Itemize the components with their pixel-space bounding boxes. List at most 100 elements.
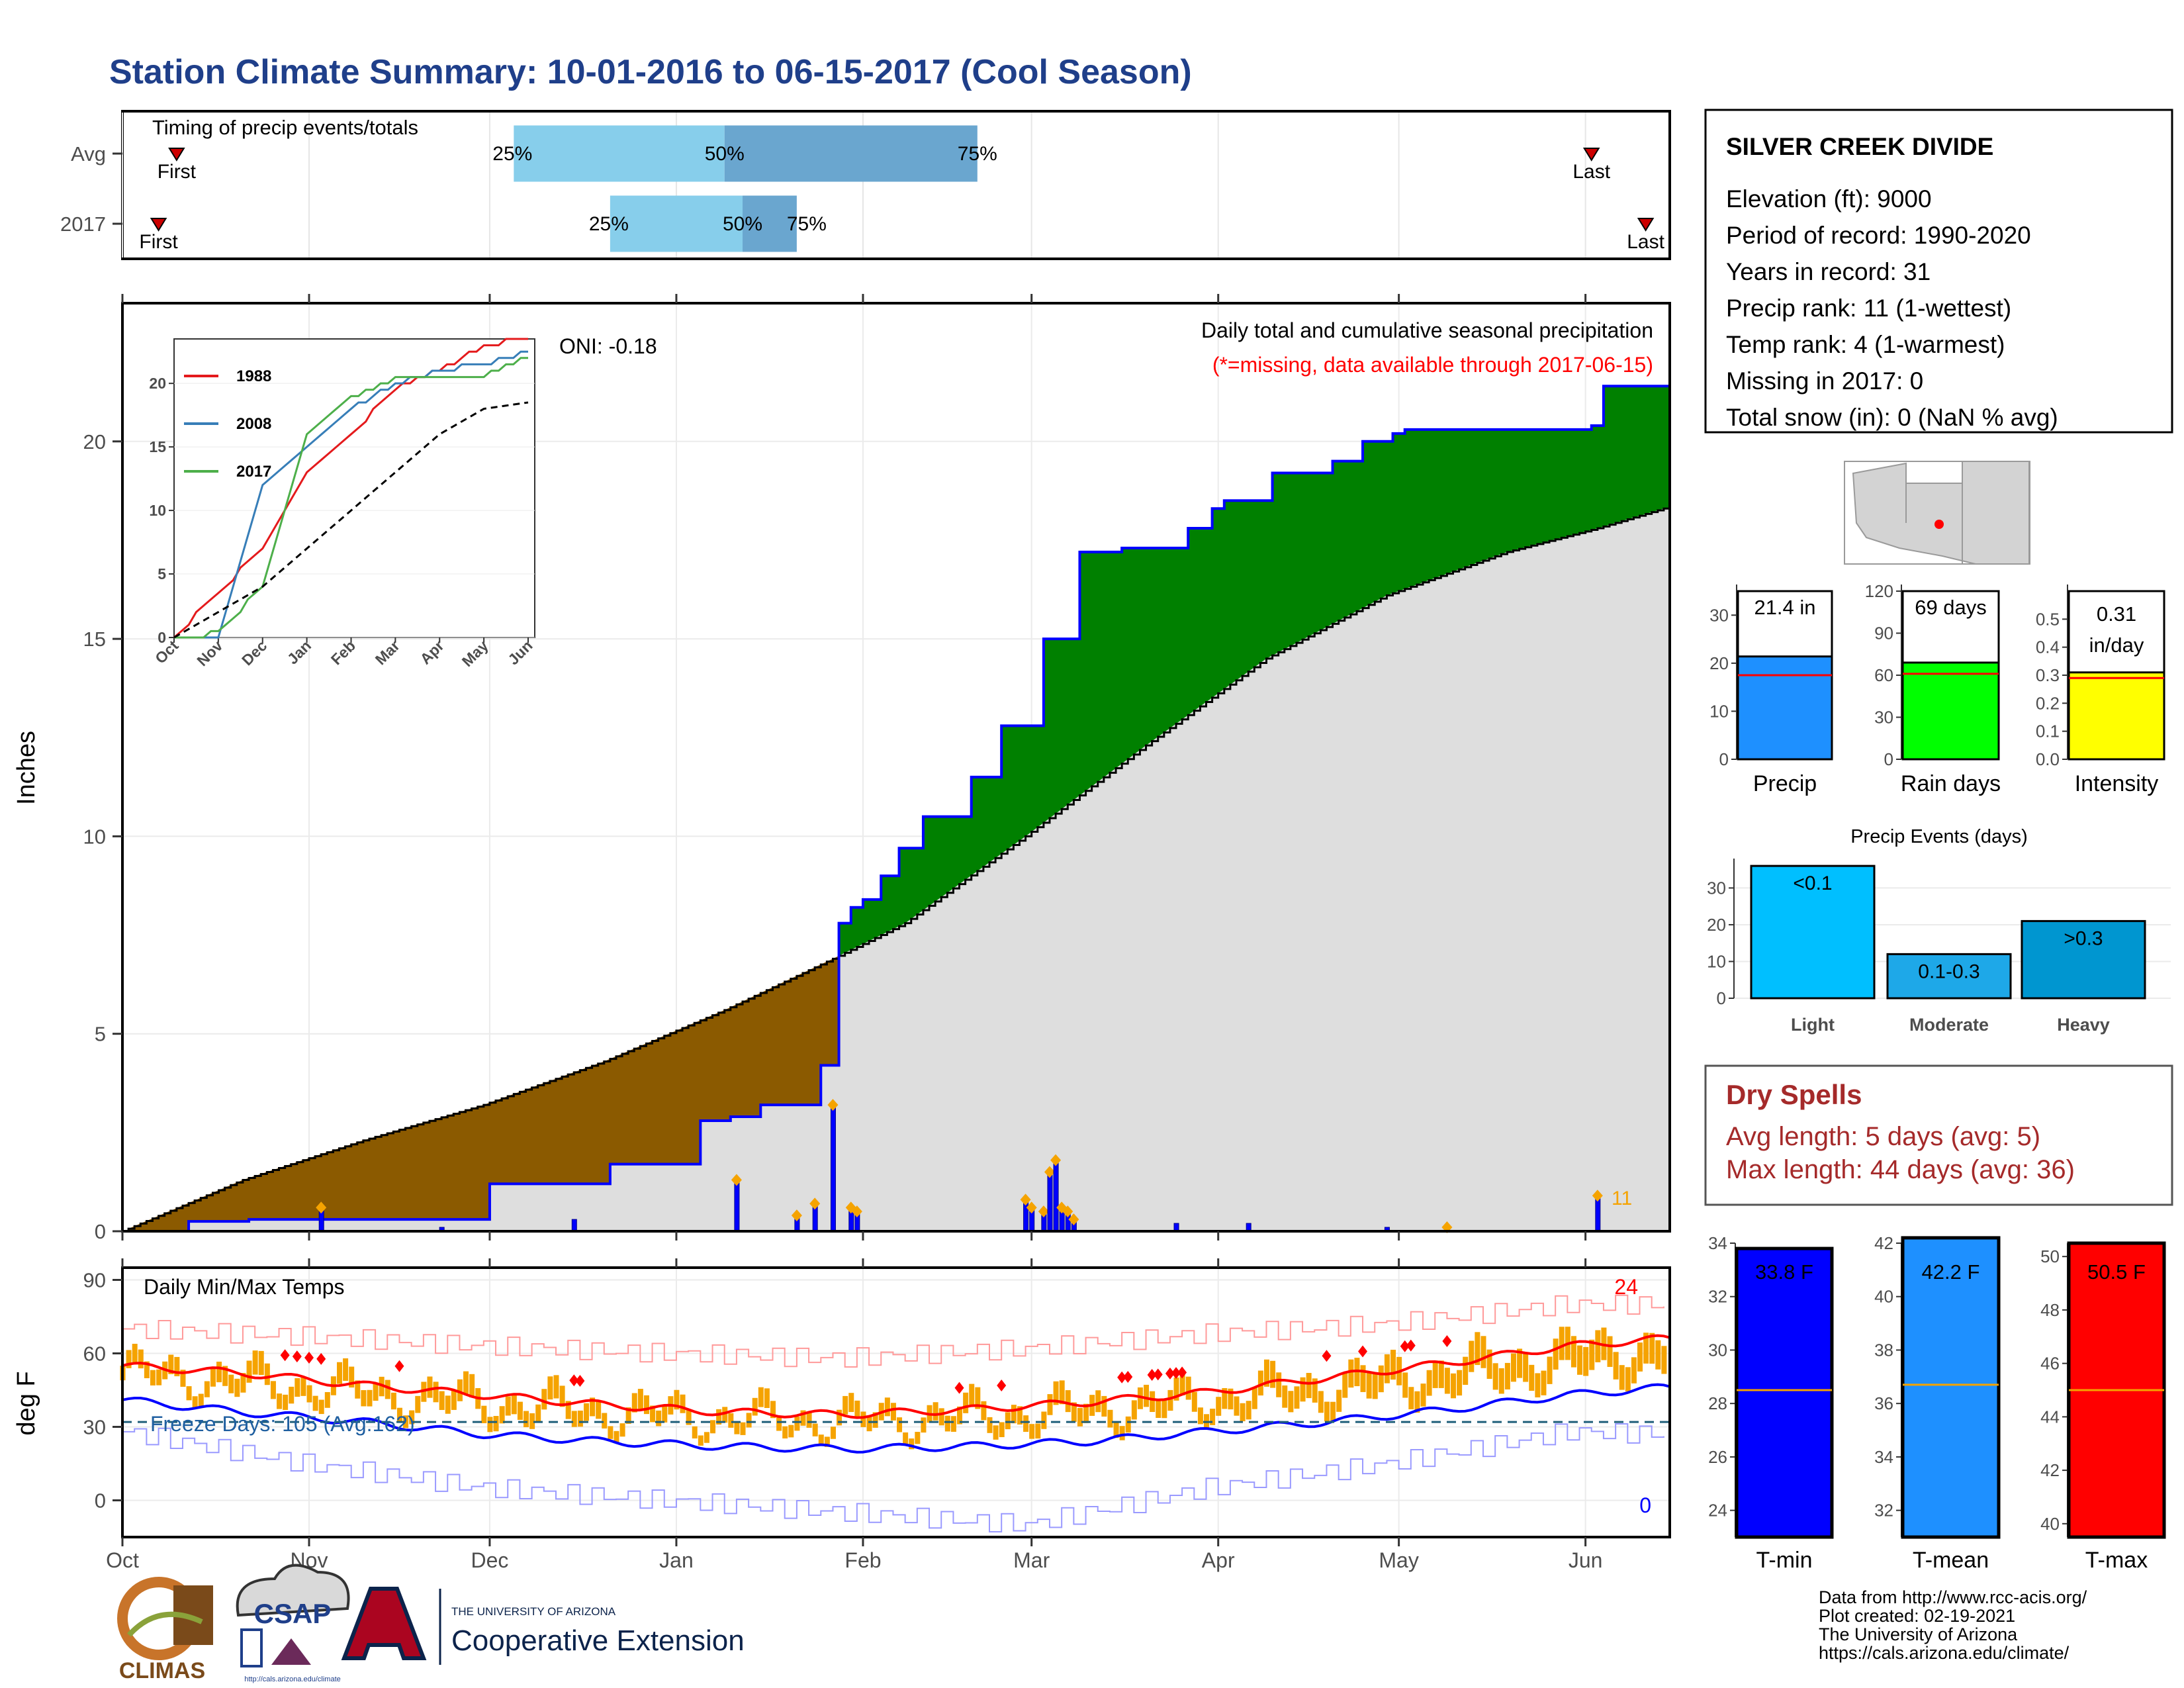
- daily-temp-range-bar: [1649, 1333, 1655, 1364]
- daily-temp-range-bar: [1498, 1368, 1504, 1394]
- daily-temp-range-bar: [698, 1435, 704, 1446]
- summary-bar-value: 21.4 in: [1754, 596, 1815, 619]
- daily-temp-range-bar: [583, 1403, 589, 1421]
- event-bar-label: >0.3: [2064, 927, 2103, 949]
- daily-temp-range-bar: [1559, 1327, 1565, 1360]
- average-min-line: [122, 1383, 1670, 1454]
- daily-temp-range-bar: [674, 1389, 680, 1410]
- daily-temp-range-bar: [517, 1401, 523, 1420]
- month-tick-label: May: [1379, 1548, 1418, 1572]
- daily-temp-range-bar: [602, 1413, 608, 1429]
- bar-tick-label: 10: [1709, 701, 1729, 721]
- daily-temp-range-bar: [385, 1380, 390, 1399]
- daily-temp-range-bar: [1625, 1367, 1631, 1391]
- daily-temp-range-bar: [523, 1411, 529, 1428]
- daily-temp-range-bar: [1101, 1395, 1107, 1417]
- daily-temp-range-bar: [451, 1390, 457, 1410]
- daily-temp-range-bar: [686, 1409, 692, 1425]
- event-category-label: Light: [1791, 1015, 1835, 1035]
- inset-series-line: [174, 357, 528, 639]
- record-high-marker: [1322, 1350, 1332, 1362]
- daily-temp-range-bar: [258, 1350, 264, 1376]
- precip-rank-marker: [1062, 1205, 1073, 1218]
- events-tick-label: 30: [1707, 878, 1726, 898]
- temp-bar-tick-label: 44: [2040, 1407, 2060, 1427]
- daily-temp-range-bar: [794, 1417, 800, 1431]
- month-tick-label: Mar: [1013, 1548, 1050, 1572]
- daily-temp-range-bar: [240, 1373, 246, 1393]
- daily-temp-range-bar: [1053, 1381, 1059, 1405]
- daily-temp-range-bar: [312, 1395, 318, 1411]
- record-high-marker: [1165, 1367, 1175, 1380]
- record-low-count: 0: [1639, 1493, 1651, 1517]
- temp-bar-tick-label: 48: [2040, 1300, 2060, 1320]
- dry-spells-title: Dry Spells: [1726, 1079, 1862, 1110]
- daily-temp-range-bar: [300, 1377, 306, 1396]
- daily-temp-range-bar: [1017, 1406, 1023, 1425]
- inset-legend-label: 1988: [236, 367, 271, 385]
- precip-panel: 0 5 10 15 20 Inches Daily total and cumulati…: [13, 294, 1671, 1243]
- daily-temp-range-bar: [1348, 1359, 1354, 1388]
- average-max-line: [122, 1334, 1670, 1419]
- precip-plot: [122, 385, 1670, 1234]
- daily-temp-range-bar: [921, 1417, 927, 1433]
- daily-temp-range-bar: [848, 1393, 854, 1413]
- daily-temp-range-bar: [643, 1395, 649, 1415]
- daily-temp-range-bar: [631, 1393, 637, 1413]
- csap-logo[interactable]: CSAP http://cals.arizona.edu/climate: [236, 1564, 350, 1683]
- surplus-area: [839, 386, 1670, 956]
- event-bar-label: <0.1: [1793, 872, 1832, 894]
- climas-logo-text: CLIMAS: [119, 1658, 205, 1683]
- daily-temp-range-bar: [692, 1426, 698, 1439]
- daily-temp-range-bar: [1661, 1346, 1667, 1374]
- bar-tick-label: 0.5: [2036, 609, 2060, 629]
- inset-series-line: [174, 350, 528, 639]
- temps-ylabel: deg F: [13, 1371, 40, 1435]
- timing-rows: Avg 25% 50% 75% First Last 2017 25% 50% 75% First L…: [60, 125, 1665, 253]
- csap-url: http://cals.arizona.edu/climate: [244, 1675, 341, 1683]
- daily-temp-range-bar: [1450, 1373, 1456, 1399]
- month-tick-label: Feb: [844, 1548, 881, 1572]
- daily-temp-range-bar: [1047, 1394, 1053, 1415]
- timing-p50-label: 50%: [723, 213, 762, 235]
- daily-precip-bar: [1047, 1172, 1053, 1232]
- daily-temp-range-bar: [625, 1407, 631, 1424]
- temp-bar-tick-label: 40: [2040, 1514, 2060, 1534]
- climas-logo[interactable]: CLIMAS: [117, 1577, 213, 1683]
- daily-temp-range-bar: [1438, 1360, 1444, 1388]
- temp-bar: [1735, 1246, 1834, 1539]
- dry-spells-max: Max length: 44 days (avg: 36): [1726, 1155, 2075, 1184]
- daily-temp-range-bar: [553, 1375, 559, 1399]
- summary-bars: 0 10 20 30 21.4 in Precip 0 30 60 90 120 69 days Rai…: [1709, 581, 2165, 796]
- daily-temp-range-bar: [403, 1415, 409, 1429]
- daily-temp-range-bar: [950, 1416, 956, 1432]
- daily-temp-range-bar: [1517, 1348, 1523, 1378]
- record-low-line: [122, 1423, 1664, 1533]
- temp-bar-tick-label: 30: [1708, 1340, 1727, 1360]
- credit-line: https://cals.arizona.edu/climate/: [1819, 1643, 2070, 1663]
- inset-legend-label: 2017: [236, 463, 271, 481]
- daily-temp-range-bar: [168, 1354, 174, 1374]
- precip-ylabel: Inches: [13, 731, 40, 805]
- daily-temp-range-bar: [138, 1349, 144, 1369]
- daily-temp-range-bar: [234, 1378, 240, 1397]
- daily-temp-range-bar: [1059, 1380, 1065, 1405]
- timing-row-label: Avg: [71, 142, 106, 165]
- daily-temp-range-bar: [710, 1420, 716, 1434]
- timing-row-label: 2017: [60, 212, 106, 236]
- daily-temp-range-bar: [1144, 1384, 1150, 1407]
- y-tick-label: 5: [95, 1023, 106, 1046]
- station-info-line: Missing in 2017: 0: [1726, 367, 1923, 395]
- daily-temp-range-bar: [1113, 1423, 1119, 1438]
- daily-temp-range-bar: [210, 1367, 216, 1387]
- daily-temp-range-bar: [704, 1432, 709, 1443]
- record-high-marker: [316, 1352, 326, 1365]
- daily-temp-range-bar: [264, 1363, 270, 1385]
- ua-logo[interactable]: THE UNIVERSITY OF ARIZONA Cooperative Ex…: [341, 1587, 745, 1665]
- daily-temp-range-bar: [596, 1401, 602, 1419]
- temp-bar-name: T-mean: [1913, 1548, 1989, 1573]
- record-high-marker: [569, 1374, 579, 1387]
- inset-frame: [173, 338, 535, 638]
- csap-gauge: [240, 1628, 263, 1667]
- daily-temp-range-bar: [1426, 1370, 1432, 1396]
